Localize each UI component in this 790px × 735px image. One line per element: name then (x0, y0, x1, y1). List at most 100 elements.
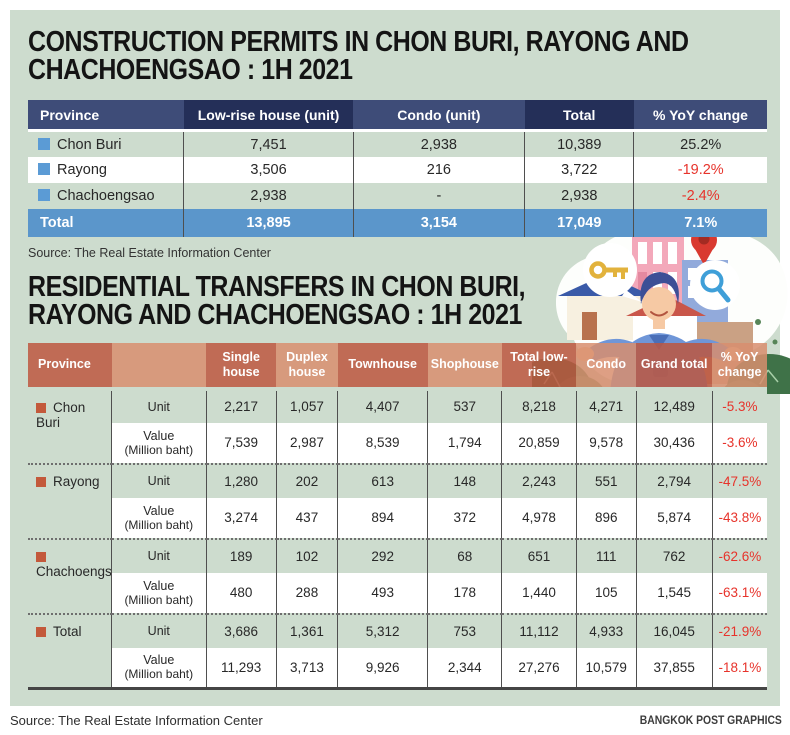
column-header-yoy: % YoY change (633, 99, 767, 133)
yoy-cell: 7.1% (633, 208, 767, 237)
column-header-yoy: % YoY change (712, 342, 767, 391)
province-cell: Rayong (28, 156, 185, 183)
cell: 753 (427, 612, 503, 648)
province-label: Rayong (57, 161, 107, 178)
cell: 11,293 (206, 647, 277, 691)
title-line: CONSTRUCTION PERMITS IN CHON BURI, RAYON… (28, 26, 689, 58)
title-line: CHACHOENGSAO : 1H 2021 (28, 54, 353, 87)
row-label-unit: Unit (111, 462, 207, 498)
cell: 105 (576, 572, 637, 614)
cell: 613 (337, 462, 429, 498)
yoy-cell: -47.5% (712, 462, 767, 498)
row-label-value-line2: (Million baht) (124, 667, 194, 682)
cell: 148 (427, 462, 503, 498)
cell: 2,794 (636, 462, 713, 498)
construction-permits-title: CONSTRUCTION PERMITS IN CHON BURI, RAYON… (28, 26, 689, 87)
cell: 111 (576, 537, 637, 573)
graphics-credit: BANGKOK POST GRAPHICS (639, 715, 782, 727)
province-bullet-icon (38, 188, 50, 201)
cell: 37,855 (636, 647, 713, 691)
cell: 292 (337, 537, 429, 573)
yoy-cell: -43.8% (712, 497, 767, 539)
residential-transfers-table: Province Single house Duplex house Townh… (28, 342, 767, 691)
table-row-unit: Chon Buri Unit 2,217 1,057 4,407 537 8,2… (28, 388, 767, 464)
magnifier-bubble (690, 260, 740, 310)
cell: 9,926 (337, 647, 429, 691)
province-bullet-icon (38, 162, 50, 175)
column-header-grand-total: Grand total (636, 342, 713, 391)
cell: - (353, 182, 526, 209)
cell: 7,451 (183, 130, 354, 157)
row-label-value-line2: (Million baht) (124, 517, 194, 532)
row-label-unit: Unit (111, 537, 207, 573)
yoy-cell: 25.2% (633, 130, 767, 157)
cell: 5,312 (337, 612, 429, 648)
column-header-condo: Condo (576, 342, 637, 391)
province-cell: Chon Buri (28, 388, 112, 464)
province-cell: Chachoengsao (28, 182, 185, 209)
cell: 537 (427, 388, 503, 423)
table-header-row: Province Low-rise house (unit) Condo (un… (28, 99, 767, 133)
column-header-shophouse: Shophouse (427, 342, 502, 391)
province-label: Rayong (53, 473, 100, 489)
residential-transfers-title: RESIDENTIAL TRANSFERS IN CHON BURI, RAYO… (28, 272, 664, 330)
column-header-blank (111, 342, 207, 391)
table-row-value: Value (Million baht) 11,293 3,713 9,926 2… (28, 647, 767, 691)
yoy-cell: -19.2% (633, 156, 767, 183)
cell: 7,539 (206, 422, 277, 464)
table-row: Chachoengsao 2,938 - 2,938 -2.4% (28, 182, 767, 209)
cell: 178 (427, 572, 503, 614)
yoy-cell: -21.9% (712, 612, 767, 648)
row-label-value-line2: (Million baht) (124, 592, 194, 607)
cell: 1,280 (206, 462, 277, 498)
yoy-cell: -5.3% (712, 388, 767, 423)
cell: 762 (636, 537, 713, 573)
cell: 551 (576, 462, 637, 498)
province-label: Chon Buri (36, 399, 86, 430)
province-bullet-icon (36, 551, 46, 562)
cell: 216 (353, 156, 526, 183)
row-label-unit: Unit (111, 612, 207, 648)
table-row-value: Value (Million baht) 480 288 493 178 1,44… (28, 572, 767, 614)
table-row: Chon Buri 7,451 2,938 10,389 25.2% (28, 130, 767, 157)
yoy-cell: -3.6% (712, 422, 767, 464)
cell: 3,713 (276, 647, 339, 691)
cell: 480 (206, 572, 277, 614)
column-header-single-house: Single house (206, 342, 277, 391)
cell: 5,874 (636, 497, 713, 539)
row-label-value-line1: Value (143, 428, 175, 443)
province-label: Chon Buri (57, 136, 122, 153)
cell: 651 (501, 537, 577, 573)
cell: 2,243 (501, 462, 577, 498)
cell: 3,274 (206, 497, 277, 539)
cell: 1,361 (276, 612, 339, 648)
infographic-panel: CONSTRUCTION PERMITS IN CHON BURI, RAYON… (10, 10, 790, 706)
row-label-unit: Unit (111, 388, 207, 423)
key-speech-bubble (583, 243, 642, 302)
province-bullet-icon (38, 137, 50, 150)
total-label: Total (28, 208, 185, 237)
row-label-value: Value (Million baht) (111, 497, 207, 539)
source-note-top: Source: The Real Estate Information Cent… (28, 245, 271, 260)
row-label-value-line1: Value (143, 503, 175, 518)
cell: 17,049 (524, 208, 635, 237)
province-bullet-icon (36, 476, 46, 487)
cell: 2,938 (353, 130, 526, 157)
cell: 3,506 (183, 156, 354, 183)
cell: 3,686 (206, 612, 277, 648)
province-cell: Chon Buri (28, 130, 185, 157)
cell: 372 (427, 497, 503, 539)
cell: 189 (206, 537, 277, 573)
row-label-value-line1: Value (143, 578, 175, 593)
table-row-value: Value (Million baht) 3,274 437 894 372 4,… (28, 497, 767, 539)
cell: 493 (337, 572, 429, 614)
cell: 8,539 (337, 422, 429, 464)
table-row: Rayong 3,506 216 3,722 -19.2% (28, 156, 767, 183)
column-header-province: Province (28, 99, 184, 133)
cell: 3,722 (524, 156, 635, 183)
table-row-unit: Rayong Unit 1,280 202 613 148 2,243 551 … (28, 462, 767, 539)
cell: 10,579 (576, 647, 637, 691)
cell: 3,154 (353, 208, 526, 237)
column-header-total: Total (524, 99, 634, 133)
province-label: Chachoengsao (36, 563, 112, 579)
